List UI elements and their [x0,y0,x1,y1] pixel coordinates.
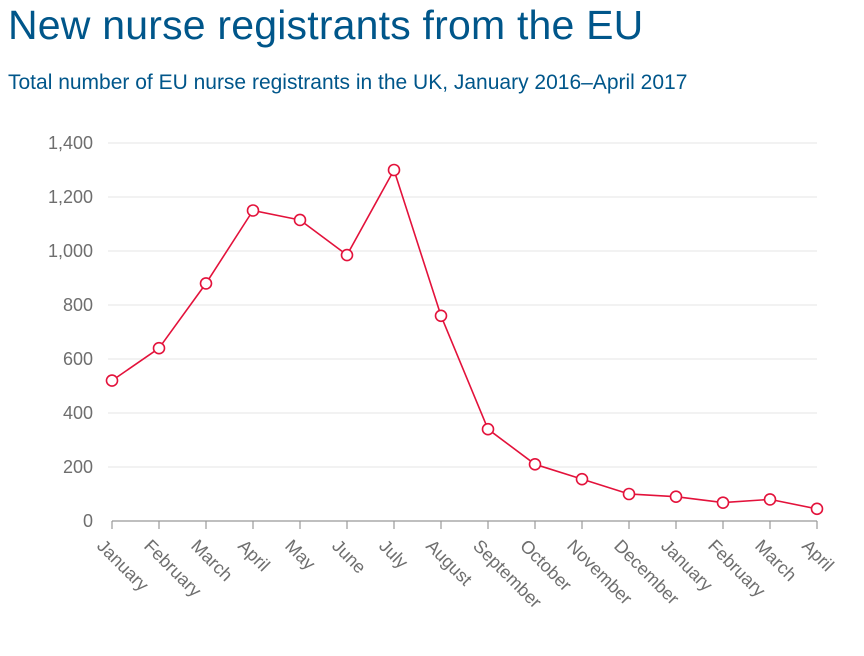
data-point [387,163,401,177]
x-tick-label: April [234,536,274,576]
y-tick-label: 600 [63,349,93,369]
data-point [575,472,589,486]
data-point [434,309,448,323]
data-point [669,490,683,504]
x-tick-label: June [328,536,370,578]
data-point [716,496,730,509]
y-tick-label: 1,200 [48,187,93,207]
data-point [152,341,166,355]
data-point [293,213,307,227]
data-point [622,487,636,501]
x-tick-label: August [422,536,476,590]
gridlines [108,142,817,468]
y-tick-label: 1,000 [48,241,93,261]
data-point [105,374,119,387]
x-tick-label: May [281,536,319,574]
series-line-layer [111,169,818,510]
data-point [763,493,777,506]
data-point [810,502,824,516]
data-points [105,163,824,516]
y-tick-label: 0 [83,511,93,531]
data-point [528,457,542,471]
x-axis [111,520,818,529]
data-point [246,204,260,217]
y-tick-label: 800 [63,295,93,315]
x-tick-label: January [93,536,152,595]
chart-title: New nurse registrants from the EU [8,2,644,48]
y-axis: 0 200 400 600 800 1,000 1,200 1,400 [48,133,93,531]
data-point [481,422,495,436]
chart-subtitle: Total number of EU nurse registrants in … [8,71,688,94]
y-tick-label: 1,400 [48,133,93,153]
data-point [199,277,213,290]
y-tick-label: 200 [63,457,93,477]
x-tick-label: April [798,536,838,576]
y-tick-label: 400 [63,403,93,423]
series-line [111,169,818,510]
x-tick-label: July [375,536,412,573]
data-point [340,248,354,262]
